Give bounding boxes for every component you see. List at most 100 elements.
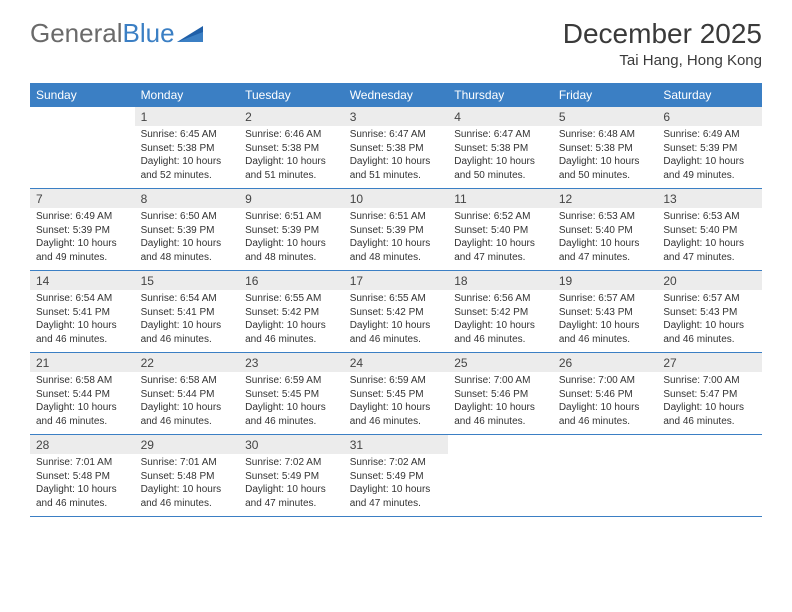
day-28-d1: Daylight: 10 hours: [36, 483, 129, 497]
day-24-d2: and 46 minutes.: [350, 415, 443, 429]
dow-friday: Friday: [553, 83, 658, 107]
day-10-d1: Daylight: 10 hours: [350, 237, 443, 251]
day-4-ss: Sunset: 5:38 PM: [454, 142, 547, 156]
day-12-ss: Sunset: 5:40 PM: [559, 224, 652, 238]
day-7-d2: and 49 minutes.: [36, 251, 129, 265]
day-26-d1: Daylight: 10 hours: [559, 401, 652, 415]
day-25-details: Sunrise: 7:00 AMSunset: 5:46 PMDaylight:…: [448, 372, 553, 434]
day-26-details: Sunrise: 7:00 AMSunset: 5:46 PMDaylight:…: [553, 372, 658, 434]
day-3-details: Sunrise: 6:47 AMSunset: 5:38 PMDaylight:…: [344, 126, 449, 188]
day-29-details: Sunrise: 7:01 AMSunset: 5:48 PMDaylight:…: [135, 454, 240, 516]
day-4-number: 4: [448, 107, 553, 126]
day-19-number: 19: [553, 271, 658, 291]
dow-thursday: Thursday: [448, 83, 553, 107]
day-17-ss: Sunset: 5:42 PM: [350, 306, 443, 320]
day-8-number: 8: [135, 189, 240, 209]
title-block: December 2025 Tai Hang, Hong Kong: [563, 18, 762, 69]
day-10-details: Sunrise: 6:51 AMSunset: 5:39 PMDaylight:…: [344, 208, 449, 270]
logo-text-a: General: [30, 18, 123, 49]
day-20-d1: Daylight: 10 hours: [663, 319, 756, 333]
day-20-ss: Sunset: 5:43 PM: [663, 306, 756, 320]
day-14-d1: Daylight: 10 hours: [36, 319, 129, 333]
day-31-sr: Sunrise: 7:02 AM: [350, 456, 443, 470]
week-0-detail-row: Sunrise: 6:45 AM Sunset: 5:38 PM Daylight:…: [30, 126, 762, 188]
day-31-d1: Daylight: 10 hours: [350, 483, 443, 497]
day-12-sr: Sunrise: 6:53 AM: [559, 210, 652, 224]
logo: GeneralBlue: [30, 18, 203, 49]
day-19-sr: Sunrise: 6:57 AM: [559, 292, 652, 306]
day-1-d1: Daylight: 10 hours: [141, 155, 234, 169]
day-14-d2: and 46 minutes.: [36, 333, 129, 347]
week-3-detail-row: Sunrise: 6:58 AMSunset: 5:44 PMDaylight:…: [30, 372, 762, 434]
day-29-number: 29: [135, 435, 240, 455]
day-11-sr: Sunrise: 6:52 AM: [454, 210, 547, 224]
day-6-ss: Sunset: 5:39 PM: [663, 142, 756, 156]
day-7-ss: Sunset: 5:39 PM: [36, 224, 129, 238]
day-14-number: 14: [30, 271, 135, 291]
day-6-sr: Sunrise: 6:49 AM: [663, 128, 756, 142]
day-25-number: 25: [448, 353, 553, 373]
day-20-details: Sunrise: 6:57 AMSunset: 5:43 PMDaylight:…: [657, 290, 762, 352]
day-22-d1: Daylight: 10 hours: [141, 401, 234, 415]
day-23-sr: Sunrise: 6:59 AM: [245, 374, 338, 388]
day-5-sr: Sunrise: 6:48 AM: [559, 128, 652, 142]
blank-cell: [553, 454, 658, 516]
day-30-number: 30: [239, 435, 344, 455]
day-26-number: 26: [553, 353, 658, 373]
header: GeneralBlue December 2025 Tai Hang, Hong…: [0, 0, 792, 75]
dow-monday: Monday: [135, 83, 240, 107]
day-17-number: 17: [344, 271, 449, 291]
calendar-table: SundayMondayTuesdayWednesdayThursdayFrid…: [30, 83, 762, 517]
day-8-d2: and 48 minutes.: [141, 251, 234, 265]
week-2-detail-row: Sunrise: 6:54 AMSunset: 5:41 PMDaylight:…: [30, 290, 762, 352]
day-27-number: 27: [657, 353, 762, 373]
day-13-details: Sunrise: 6:53 AMSunset: 5:40 PMDaylight:…: [657, 208, 762, 270]
day-8-ss: Sunset: 5:39 PM: [141, 224, 234, 238]
day-29-sr: Sunrise: 7:01 AM: [141, 456, 234, 470]
day-21-sr: Sunrise: 6:58 AM: [36, 374, 129, 388]
day-22-ss: Sunset: 5:44 PM: [141, 388, 234, 402]
day-16-ss: Sunset: 5:42 PM: [245, 306, 338, 320]
day-6-details: Sunrise: 6:49 AMSunset: 5:39 PMDaylight:…: [657, 126, 762, 188]
day-29-d2: and 46 minutes.: [141, 497, 234, 511]
week-4-daynum-row: 28293031: [30, 435, 762, 455]
day-22-d2: and 46 minutes.: [141, 415, 234, 429]
day-7-number: 7: [30, 189, 135, 209]
day-26-d2: and 46 minutes.: [559, 415, 652, 429]
day-30-details: Sunrise: 7:02 AMSunset: 5:49 PMDaylight:…: [239, 454, 344, 516]
day-7-d1: Daylight: 10 hours: [36, 237, 129, 251]
day-1-sr: Sunrise: 6:45 AM: [141, 128, 234, 142]
separator-cell: [239, 516, 344, 517]
day-25-d1: Daylight: 10 hours: [454, 401, 547, 415]
day-23-ss: Sunset: 5:45 PM: [245, 388, 338, 402]
day-5-details: Sunrise: 6:48 AMSunset: 5:38 PMDaylight:…: [553, 126, 658, 188]
day-9-number: 9: [239, 189, 344, 209]
day-11-number: 11: [448, 189, 553, 209]
day-18-number: 18: [448, 271, 553, 291]
day-8-sr: Sunrise: 6:50 AM: [141, 210, 234, 224]
dow-wednesday: Wednesday: [344, 83, 449, 107]
blank-cell: [553, 435, 658, 455]
day-19-d2: and 46 minutes.: [559, 333, 652, 347]
day-8-d1: Daylight: 10 hours: [141, 237, 234, 251]
day-21-ss: Sunset: 5:44 PM: [36, 388, 129, 402]
logo-triangle-icon: [177, 18, 203, 49]
day-3-d2: and 51 minutes.: [350, 169, 443, 183]
week-0-daynum-row: 123456: [30, 107, 762, 126]
day-21-number: 21: [30, 353, 135, 373]
dow-saturday: Saturday: [657, 83, 762, 107]
day-23-number: 23: [239, 353, 344, 373]
day-17-d2: and 46 minutes.: [350, 333, 443, 347]
day-23-d1: Daylight: 10 hours: [245, 401, 338, 415]
day-13-d2: and 47 minutes.: [663, 251, 756, 265]
dow-sunday: Sunday: [30, 83, 135, 107]
day-27-details: Sunrise: 7:00 AMSunset: 5:47 PMDaylight:…: [657, 372, 762, 434]
day-30-d1: Daylight: 10 hours: [245, 483, 338, 497]
day-12-d2: and 47 minutes.: [559, 251, 652, 265]
day-10-number: 10: [344, 189, 449, 209]
day-19-details: Sunrise: 6:57 AMSunset: 5:43 PMDaylight:…: [553, 290, 658, 352]
day-24-number: 24: [344, 353, 449, 373]
day-25-ss: Sunset: 5:46 PM: [454, 388, 547, 402]
separator-cell: [30, 516, 135, 517]
day-5-number: 5: [553, 107, 658, 126]
